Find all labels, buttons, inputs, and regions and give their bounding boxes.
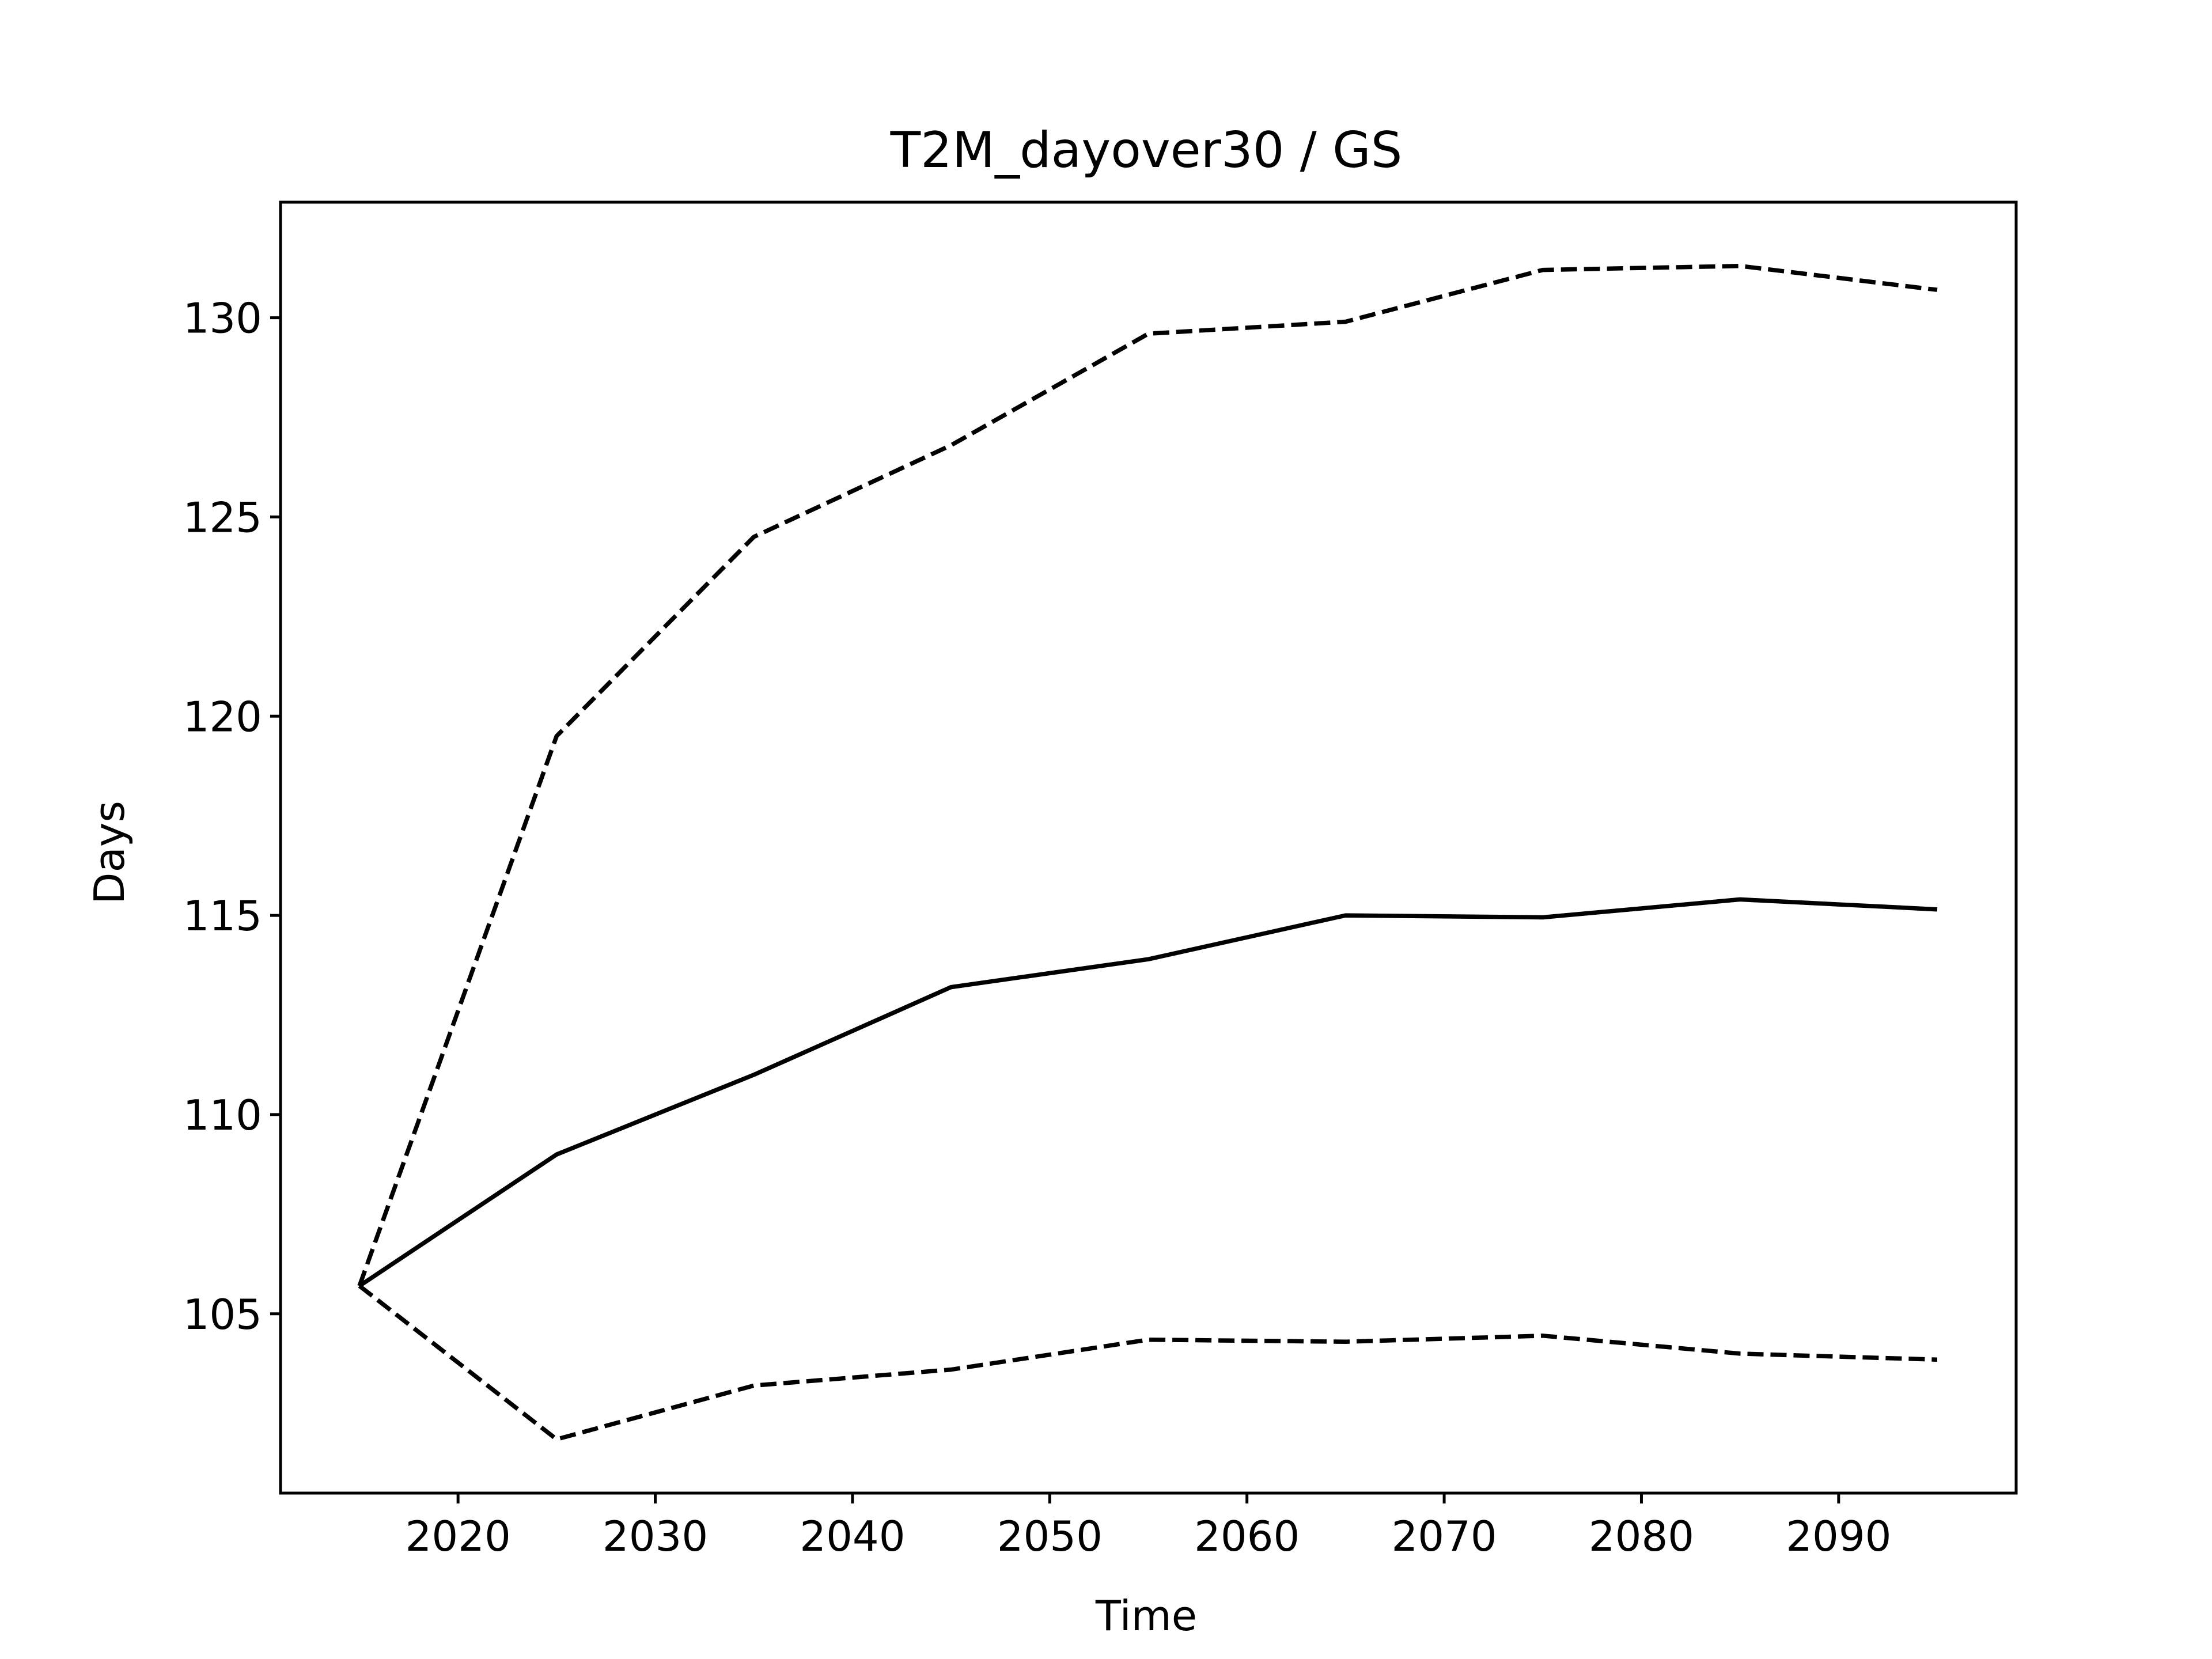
y-tick-label: 130 xyxy=(183,294,262,343)
x-tick-label: 2050 xyxy=(997,1512,1103,1560)
dashed-series-line-1 xyxy=(357,263,1938,1287)
chart-title: T2M_dayover30 / GS xyxy=(890,122,1403,179)
plot-area-frame xyxy=(279,200,2018,1495)
x-tick-label: 2070 xyxy=(1391,1512,1497,1560)
y-tick-label: 110 xyxy=(183,1091,262,1139)
y-axis-label: Days xyxy=(85,801,134,904)
series-layer xyxy=(357,263,1938,1442)
ticks-layer: 2020 2030 2040 2050 2060 2070 2080 2090 105 110 11… xyxy=(183,294,1892,1560)
y-tick-label: 120 xyxy=(183,692,262,741)
solid-series-line-0 xyxy=(358,897,1938,1288)
x-axis-label: Time xyxy=(1095,1592,1197,1640)
y-tick-label: 105 xyxy=(183,1290,262,1339)
x-tick-label: 2090 xyxy=(1786,1512,1891,1560)
x-tick-label: 2040 xyxy=(800,1512,905,1560)
x-tick-label: 2060 xyxy=(1194,1512,1300,1560)
y-tick-label: 115 xyxy=(183,892,262,940)
y-tick-label: 125 xyxy=(183,493,262,541)
x-tick-label: 2030 xyxy=(603,1512,708,1560)
x-tick-label: 2080 xyxy=(1589,1512,1694,1560)
x-tick-label: 2020 xyxy=(406,1512,511,1560)
